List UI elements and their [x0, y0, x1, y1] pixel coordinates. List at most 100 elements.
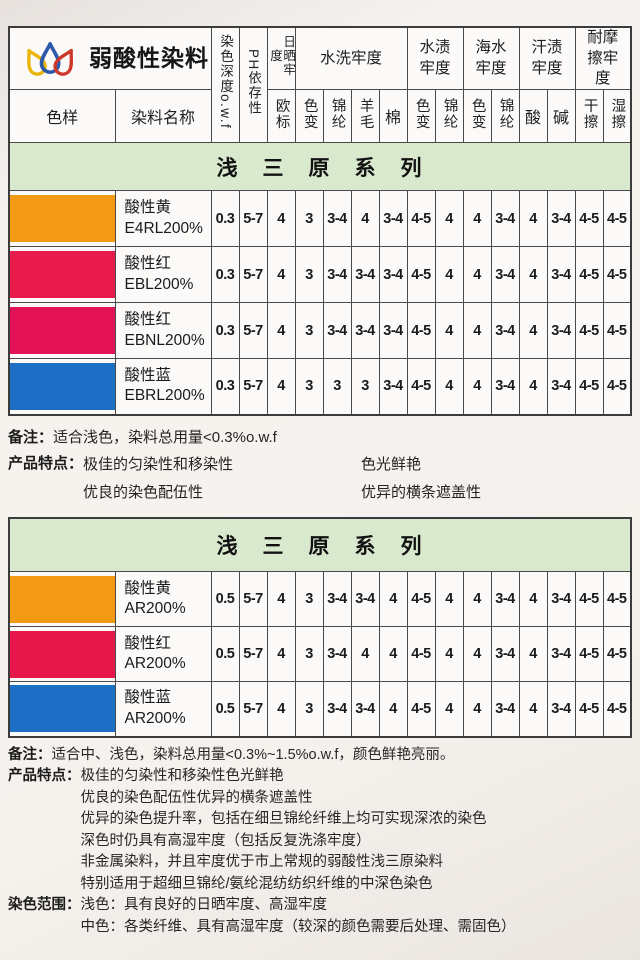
dye-row: 酸性红 AR200% 0.5 5-7 4 3 3-4 4 4 4-5 4 4 3-… — [8, 626, 632, 683]
color-swatch — [10, 575, 114, 623]
subheader-water-shade-change: 色变 — [406, 89, 436, 144]
swatch-cell — [8, 681, 116, 738]
fastness-value: 0.3 — [210, 190, 240, 248]
fastness-value: 4 — [434, 358, 464, 416]
feature-item: 优异的染色提升率，包括在细旦锦纶纤维上均可实现深浓的染色 — [80, 811, 487, 828]
logo-drop-yellow — [27, 48, 47, 76]
fastness-value: 3-4 — [350, 681, 380, 738]
fastness-value: 4-5 — [602, 190, 632, 248]
fastness-value: 4 — [462, 358, 492, 416]
logo-drop-blue — [39, 41, 61, 74]
dye-range-line: 染色范围： 浅色：具有良好的日晒牢度、高湿牢度 中色：各类纤维、具有高湿牢度（较… — [8, 895, 636, 938]
subheader-rub-wet: 湿擦 — [602, 89, 632, 144]
fastness-value: 5-7 — [238, 571, 268, 628]
subheader-sea-shade-change: 色变 — [462, 89, 492, 144]
swatch-cell — [8, 302, 116, 360]
fastness-value: 4-5 — [602, 302, 632, 360]
fastness-value: 3-4 — [322, 571, 352, 628]
fastness-value: 4 — [462, 626, 492, 683]
fastness-value: 4 — [462, 190, 492, 248]
feature-item: 特别适用于超细旦锦纶/氨纶混纺纺织纤维的中深色染色 — [80, 875, 433, 892]
feature-item: 深色时仍具有高湿牢度（包括反复洗涤牢度） — [80, 832, 371, 849]
fastness-value: 4 — [266, 246, 296, 304]
fastness-value: 4 — [518, 246, 548, 304]
feature-item: 优良的染色配伍性优异的横条遮盖性 — [80, 789, 313, 806]
brand-title: 弱酸性染料 — [89, 44, 209, 71]
swatch-cell — [8, 358, 116, 416]
fastness-value: 3 — [294, 681, 324, 738]
fastness-value: 3-4 — [546, 626, 576, 683]
dye-row: 酸性蓝 AR200% 0.5 5-7 4 3 3-4 3-4 4 4-5 4 4 … — [8, 681, 632, 738]
color-swatch — [10, 307, 114, 355]
dye-table-e-series: 弱酸性染料 染色深度o.w.f PH依存性 日晒牢度 水洗牢度 水渍牢度 海水牢… — [8, 26, 632, 416]
feature-right: 色光鲜艳 — [361, 455, 422, 473]
fastness-value: 4 — [462, 571, 492, 628]
fastness-value: 3-4 — [490, 571, 520, 628]
fastness-value: 3-4 — [378, 358, 408, 416]
subheader-persp-alkali: 碱 — [546, 89, 576, 144]
dye-name: 酸性红 EBNL200% — [114, 302, 212, 360]
color-swatch — [10, 195, 114, 243]
header-waterstain-fastness: 水渍牢度 — [406, 26, 464, 91]
feature-item: 极佳的匀染性和移染性色光鲜艳 — [80, 768, 284, 785]
fastness-value: 0.5 — [210, 571, 240, 628]
header-wash-fastness: 水洗牢度 — [294, 26, 408, 91]
fastness-value: 4 — [462, 302, 492, 360]
header-ph-dependency: PH依存性 — [238, 26, 268, 144]
fastness-value: 4-5 — [602, 358, 632, 416]
dye-name: 酸性黄 AR200% — [114, 571, 212, 628]
fastness-value: 4 — [266, 358, 296, 416]
fastness-value: 3-4 — [322, 302, 352, 360]
fastness-value: 4-5 — [574, 626, 604, 683]
fastness-value: 4-5 — [406, 246, 436, 304]
fastness-value: 4-5 — [574, 358, 604, 416]
features-line: 产品特点： 极佳的匀染性和移染性 色光鲜艳 优良的染色配伍性 优异的横条遮盖性 — [8, 451, 632, 507]
fastness-value: 4 — [266, 302, 296, 360]
fastness-value: 3-4 — [490, 358, 520, 416]
fastness-value: 0.3 — [210, 358, 240, 416]
fastness-value: 3 — [294, 358, 324, 416]
feature-row: 优良的染色配伍性 优异的横条遮盖性 — [83, 479, 632, 507]
fastness-value: 5-7 — [238, 302, 268, 360]
header-color-sample: 色样 — [8, 89, 116, 144]
header-rubbing-fastness: 耐摩擦牢度 — [574, 26, 632, 91]
fastness-value: 3-4 — [322, 246, 352, 304]
fastness-value: 3-4 — [546, 681, 576, 738]
fastness-value: 3-4 — [490, 681, 520, 738]
fastness-value: 5-7 — [238, 626, 268, 683]
fastness-value: 3-4 — [350, 246, 380, 304]
subheader-wash-nylon: 锦纶 — [322, 89, 352, 144]
header-dye-depth: 染色深度o.w.f — [210, 26, 240, 144]
dye-row: 酸性红 EBNL200% 0.3 5-7 4 3 3-4 3-4 3-4 4-5 … — [8, 302, 632, 360]
fastness-value: 3 — [350, 358, 380, 416]
fastness-value: 3 — [294, 190, 324, 248]
series-banner: 浅 三 原 系 列 — [8, 142, 632, 192]
fastness-value: 4-5 — [406, 571, 436, 628]
fastness-value: 5-7 — [238, 358, 268, 416]
feature-item: 非金属染料，并且牢度优于市上常规的弱酸性浅三原染料 — [80, 854, 444, 871]
fastness-value: 4 — [518, 358, 548, 416]
fastness-value: 3-4 — [322, 190, 352, 248]
remark-text: 适合中、浅色，染料总用量<0.3%~1.5%o.w.f，颜色鲜艳亮丽。 — [51, 746, 455, 763]
feature-left: 极佳的匀染性和移染性 — [83, 455, 234, 473]
fastness-value: 3-4 — [546, 190, 576, 248]
fastness-value: 4 — [266, 190, 296, 248]
subheader-wash-cotton: 棉 — [378, 89, 408, 144]
fastness-value: 4-5 — [406, 190, 436, 248]
fastness-value: 4 — [378, 571, 408, 628]
fastness-value: 4-5 — [406, 681, 436, 738]
logo-drop-red — [53, 48, 74, 76]
subheader-wash-wool: 羊毛 — [350, 89, 380, 144]
fastness-value: 4-5 — [406, 302, 436, 360]
fastness-value: 0.5 — [210, 681, 240, 738]
fastness-value: 3-4 — [322, 681, 352, 738]
header-seawater-fastness: 海水牢度 — [462, 26, 520, 91]
fastness-value: 3-4 — [546, 571, 576, 628]
fastness-value: 3 — [294, 246, 324, 304]
brand-header: 弱酸性染料 — [8, 26, 212, 91]
fastness-value: 4 — [266, 681, 296, 738]
fastness-value: 3-4 — [546, 358, 576, 416]
feature-left: 优良的染色配伍性 — [83, 483, 204, 501]
fastness-value: 3-4 — [350, 302, 380, 360]
remark-line: 备注： 适合浅色，染料总用量<0.3%o.w.f — [8, 425, 632, 451]
